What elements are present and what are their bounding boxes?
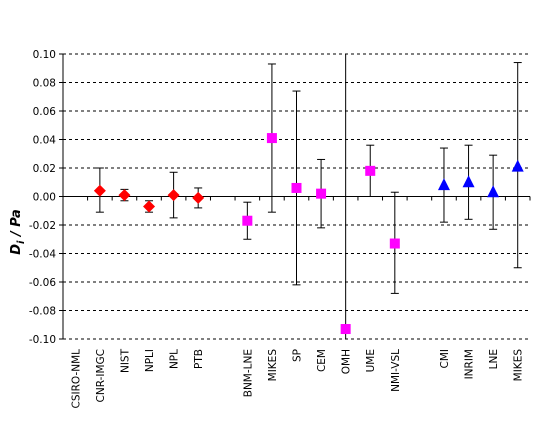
data-point-triangle — [462, 175, 475, 188]
y-tick-label: 0.00 — [33, 192, 56, 204]
y-axis: -0.10 -0.08 -0.06 -0.04 -0.02 0.00 0.02 0.04 0.0… — [29, 49, 64, 346]
x-tick-label: BNM-LNE — [242, 349, 254, 397]
x-tick-label: MIKES — [267, 349, 279, 382]
data-point-square — [340, 324, 351, 335]
x-tick-label: CEM — [316, 349, 328, 372]
y-tick-label: 0.06 — [33, 106, 57, 118]
y-axis-title: Di / Pa — [9, 209, 27, 255]
x-tick-label: MIKES — [513, 349, 525, 382]
y-tick-label: -0.04 — [29, 249, 56, 261]
data-point-triangle — [437, 178, 450, 191]
data-point-square — [291, 182, 302, 193]
data-point-square — [266, 133, 277, 144]
x-tick-label: NPL — [169, 349, 181, 369]
data-point-triangle — [511, 159, 524, 172]
y-tick-label: -0.08 — [29, 306, 56, 318]
data-point-square — [316, 188, 327, 199]
data-point-diamond — [167, 189, 180, 202]
y-tick-label: -0.02 — [29, 220, 56, 232]
data-markers — [93, 133, 524, 335]
x-tick-label: CNR-IMGC — [95, 349, 107, 402]
data-point-diamond — [118, 189, 131, 202]
x-tick-label: OMH — [341, 349, 353, 374]
x-tick-label: INRIM — [464, 349, 476, 379]
x-tick-label: PTB — [193, 349, 205, 369]
data-point-diamond — [192, 191, 205, 204]
x-tick-label: CSIRO-NML — [70, 349, 82, 409]
x-tick-label: LNE — [488, 349, 500, 369]
data-point-diamond — [93, 184, 106, 197]
x-tick-label: NMI-VSL — [390, 349, 402, 392]
x-tick-label: SP — [292, 349, 304, 362]
data-point-diamond — [143, 200, 156, 213]
y-tick-label: 0.10 — [33, 49, 56, 61]
x-tick-label: CMI — [439, 349, 451, 369]
y-tick-label: 0.08 — [33, 78, 56, 90]
x-tick-label: NIST — [119, 348, 131, 373]
y-tick-label: -0.10 — [29, 334, 56, 346]
x-tick-label: UME — [365, 349, 377, 372]
y-tick-label: 0.02 — [33, 163, 56, 175]
x-tick-label: NPLI — [144, 349, 156, 372]
y-tick-label: -0.06 — [29, 277, 56, 289]
data-point-square — [365, 165, 376, 176]
y-tick-label: 0.04 — [33, 135, 57, 147]
data-point-square — [389, 238, 400, 249]
data-point-triangle — [487, 185, 500, 198]
data-point-square — [242, 215, 253, 226]
